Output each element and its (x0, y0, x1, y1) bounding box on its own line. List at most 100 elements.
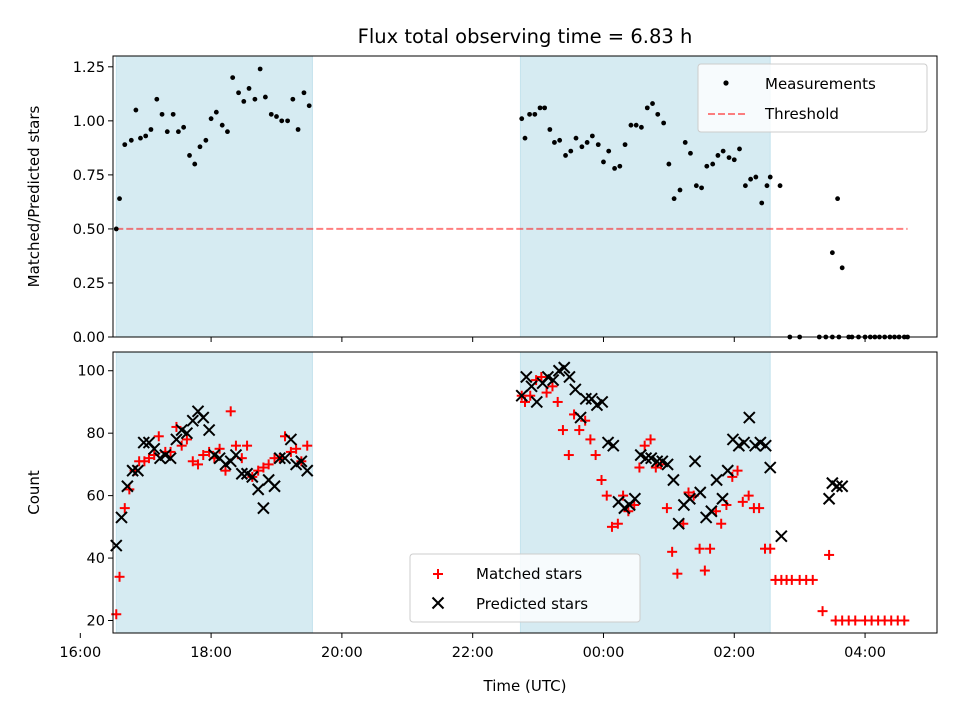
predicted-star-point (131, 464, 145, 477)
measurement-point (573, 135, 579, 141)
bottom-ytick-label: 80 (87, 426, 105, 442)
predicted-star-point (268, 480, 281, 493)
predicted-star-point (650, 455, 664, 468)
top-x-ticks (79, 337, 866, 342)
measurement-point (181, 124, 187, 130)
measurement-point (295, 127, 301, 132)
top-ytick-label: 0.75 (73, 168, 105, 184)
top-panel: 0.00 0.25 0.50 0.75 1.00 1.25 Flux total obse… (25, 25, 938, 346)
top-y-axis-label: Matched/Predicted stars (25, 106, 43, 288)
measurement-point (159, 111, 165, 117)
matched-star-point (694, 543, 705, 554)
matched-star-point (285, 446, 296, 457)
measurement-point (252, 96, 258, 102)
xtick-label: 20:00 (321, 645, 363, 661)
predicted-star-point (235, 467, 249, 480)
measurement-point (666, 161, 672, 167)
legend-marker-matched (433, 569, 443, 579)
matched-star-points (111, 371, 910, 626)
matched-star-point (596, 475, 607, 486)
measurement-point (655, 111, 661, 117)
predicted-star-point (835, 480, 849, 493)
predicted-star-point (645, 451, 658, 465)
measurement-point (547, 127, 553, 132)
measurement-point (257, 66, 263, 72)
predicted-star-point (830, 480, 844, 493)
predicted-star-point (683, 492, 697, 505)
matched-star-point (634, 462, 645, 473)
measurement-point (829, 250, 835, 256)
measurement-point (563, 153, 568, 158)
matched-star-point (563, 450, 574, 461)
measurement-point (639, 124, 644, 130)
matched-star-point (557, 425, 568, 436)
predicted-star-point (284, 433, 298, 446)
matched-star-point (737, 496, 748, 507)
predicted-star-point (530, 395, 543, 409)
measurement-point (274, 114, 279, 119)
bottom-legend-box (409, 553, 641, 623)
predicted-star-point (251, 483, 265, 496)
matched-star-point (850, 615, 861, 626)
measurement-point (617, 163, 623, 169)
legend-marker-predicted (431, 596, 445, 610)
measurement-point (699, 185, 704, 191)
matched-star-point (639, 440, 650, 451)
matched-star-point (143, 453, 154, 464)
measurement-point (731, 157, 737, 163)
legend-label-measurements: Measurements (765, 75, 876, 93)
measurement-point (187, 153, 192, 158)
predicted-star-point (229, 448, 243, 462)
predicted-star-point (170, 433, 183, 446)
measurement-point (208, 116, 214, 122)
bottom-y-ticks: 20 40 60 80 100 (77, 364, 113, 630)
measurement-point (568, 148, 574, 154)
predicted-star-point (667, 473, 680, 487)
shaded-span-0 (115, 351, 313, 634)
matched-star-point (716, 518, 727, 529)
measurement-point (693, 183, 699, 189)
xtick-label: 18:00 (190, 645, 232, 661)
measurement-point (164, 129, 170, 135)
measurement-point (777, 183, 783, 189)
predicted-star-point (186, 414, 199, 427)
measurement-point (213, 109, 219, 115)
measurement-point (753, 174, 759, 180)
bottom-legend: Matched stars Predicted stars (409, 553, 641, 623)
measurement-point (192, 161, 198, 167)
measurement-point (710, 161, 716, 167)
measurement-point (661, 120, 667, 126)
measurement-point (835, 196, 840, 202)
matched-star-point (807, 574, 818, 585)
matched-star-point (612, 518, 623, 529)
measurement-point (519, 116, 525, 122)
bottom-ytick-label: 100 (77, 364, 105, 380)
matched-star-point (541, 387, 552, 398)
matched-star-point (198, 450, 209, 461)
matched-star-point (727, 471, 738, 482)
measurement-point (622, 142, 628, 148)
top-ytick-label: 1.00 (73, 114, 105, 130)
xtick-label: 22:00 (452, 645, 494, 661)
measurement-point (737, 146, 742, 152)
legend-marker-measurements (723, 80, 729, 86)
matched-star-point (525, 390, 536, 401)
measurement-point (268, 111, 274, 117)
predicted-star-point (628, 492, 642, 505)
matched-star-point (193, 459, 204, 470)
measurement-point (650, 101, 655, 106)
measurement-point (742, 183, 748, 189)
measurement-point (236, 90, 241, 96)
predicted-star-point (694, 486, 707, 499)
matched-star-point (585, 434, 596, 445)
matched-star-point (242, 440, 253, 451)
matched-star-point (552, 396, 563, 407)
legend-label-predicted: Predicted stars (476, 595, 588, 613)
legend-plus-glyph (433, 569, 443, 579)
measurement-point (606, 148, 612, 154)
predicted-star-point (197, 411, 210, 424)
matched-star-point (606, 521, 617, 532)
xtick-label: 04:00 (844, 645, 886, 661)
predicted-star-point (639, 451, 653, 465)
bottom-y-axis-label: Count (25, 470, 43, 515)
